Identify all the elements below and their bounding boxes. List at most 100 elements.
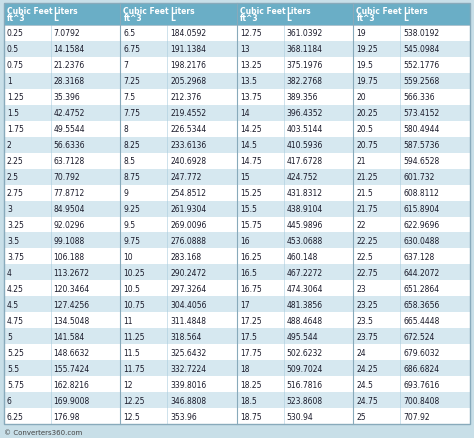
- Text: 474.3064: 474.3064: [287, 284, 323, 293]
- Text: 10: 10: [124, 252, 133, 261]
- Text: 261.9304: 261.9304: [170, 205, 206, 214]
- Text: 10.25: 10.25: [124, 268, 145, 277]
- Text: 184.0592: 184.0592: [170, 29, 206, 39]
- Text: 10.5: 10.5: [124, 284, 140, 293]
- Bar: [354, 121, 400, 138]
- Text: 0.25: 0.25: [7, 29, 24, 39]
- Bar: [4, 153, 51, 169]
- Text: 453.0688: 453.0688: [287, 237, 323, 245]
- Bar: [51, 265, 120, 281]
- Bar: [283, 376, 354, 392]
- Bar: [51, 217, 120, 233]
- Text: 35.396: 35.396: [54, 93, 81, 102]
- Bar: [283, 185, 354, 201]
- Text: 6: 6: [7, 396, 12, 405]
- Text: 9.25: 9.25: [124, 205, 140, 214]
- Text: 19.5: 19.5: [356, 61, 374, 70]
- Text: 403.5144: 403.5144: [287, 125, 323, 134]
- Bar: [354, 249, 400, 265]
- Bar: [4, 392, 51, 408]
- Text: 8.75: 8.75: [124, 173, 140, 182]
- Text: 530.94: 530.94: [287, 412, 313, 420]
- Bar: [51, 153, 120, 169]
- Text: 16.5: 16.5: [240, 268, 257, 277]
- Text: 375.1976: 375.1976: [287, 61, 323, 70]
- Bar: [167, 106, 237, 121]
- Text: 509.7024: 509.7024: [287, 364, 323, 373]
- Bar: [4, 169, 51, 185]
- Bar: [237, 153, 283, 169]
- Bar: [120, 249, 167, 265]
- Bar: [400, 106, 470, 121]
- Text: 445.9896: 445.9896: [287, 220, 323, 230]
- Text: 269.0096: 269.0096: [170, 220, 207, 230]
- Bar: [283, 153, 354, 169]
- Text: 566.336: 566.336: [403, 93, 435, 102]
- Bar: [354, 201, 400, 217]
- Text: 12: 12: [124, 380, 133, 389]
- Text: 176.98: 176.98: [54, 412, 80, 420]
- Text: 19.75: 19.75: [356, 77, 378, 86]
- Bar: [400, 297, 470, 313]
- Bar: [400, 74, 470, 90]
- Text: 311.4848: 311.4848: [170, 316, 206, 325]
- Bar: [400, 42, 470, 58]
- Bar: [400, 408, 470, 424]
- Bar: [4, 408, 51, 424]
- Bar: [283, 106, 354, 121]
- Bar: [400, 169, 470, 185]
- Bar: [283, 281, 354, 297]
- Bar: [167, 313, 237, 328]
- Text: 20.5: 20.5: [356, 125, 374, 134]
- Bar: [354, 153, 400, 169]
- Text: 276.0888: 276.0888: [170, 237, 206, 245]
- Text: 134.5048: 134.5048: [54, 316, 90, 325]
- Text: 601.732: 601.732: [403, 173, 435, 182]
- Text: 4.5: 4.5: [7, 300, 19, 309]
- Text: 481.3856: 481.3856: [287, 300, 323, 309]
- Bar: [237, 297, 283, 313]
- Bar: [400, 4, 470, 26]
- Bar: [283, 344, 354, 360]
- Text: 1.25: 1.25: [7, 93, 24, 102]
- Bar: [237, 344, 283, 360]
- Bar: [120, 121, 167, 138]
- Text: 254.8512: 254.8512: [170, 189, 206, 198]
- Bar: [167, 185, 237, 201]
- Text: 7.75: 7.75: [124, 109, 140, 118]
- Bar: [167, 42, 237, 58]
- Bar: [51, 90, 120, 106]
- Bar: [4, 74, 51, 90]
- Text: 615.8904: 615.8904: [403, 205, 439, 214]
- Text: 18.5: 18.5: [240, 396, 257, 405]
- Text: 20.25: 20.25: [356, 109, 378, 118]
- Text: Cubic Feet: Cubic Feet: [356, 7, 402, 16]
- Bar: [237, 408, 283, 424]
- Bar: [354, 265, 400, 281]
- Text: 283.168: 283.168: [170, 252, 201, 261]
- Bar: [354, 344, 400, 360]
- Bar: [237, 281, 283, 297]
- Text: 0.5: 0.5: [7, 46, 19, 54]
- Bar: [400, 138, 470, 153]
- Bar: [167, 376, 237, 392]
- Text: Cubic Feet: Cubic Feet: [7, 7, 53, 16]
- Bar: [354, 392, 400, 408]
- Bar: [51, 169, 120, 185]
- Text: © Converters360.com: © Converters360.com: [4, 429, 82, 435]
- Text: 594.6528: 594.6528: [403, 157, 439, 166]
- Bar: [4, 328, 51, 344]
- Bar: [354, 138, 400, 153]
- Bar: [167, 281, 237, 297]
- Text: 23: 23: [356, 284, 366, 293]
- Bar: [51, 4, 120, 26]
- Text: 99.1088: 99.1088: [54, 237, 85, 245]
- Text: 2.5: 2.5: [7, 173, 19, 182]
- Bar: [51, 392, 120, 408]
- Text: 5.25: 5.25: [7, 348, 24, 357]
- Text: 240.6928: 240.6928: [170, 157, 206, 166]
- Text: 155.7424: 155.7424: [54, 364, 90, 373]
- Bar: [354, 26, 400, 42]
- Text: 665.4448: 665.4448: [403, 316, 439, 325]
- Text: 13.75: 13.75: [240, 93, 262, 102]
